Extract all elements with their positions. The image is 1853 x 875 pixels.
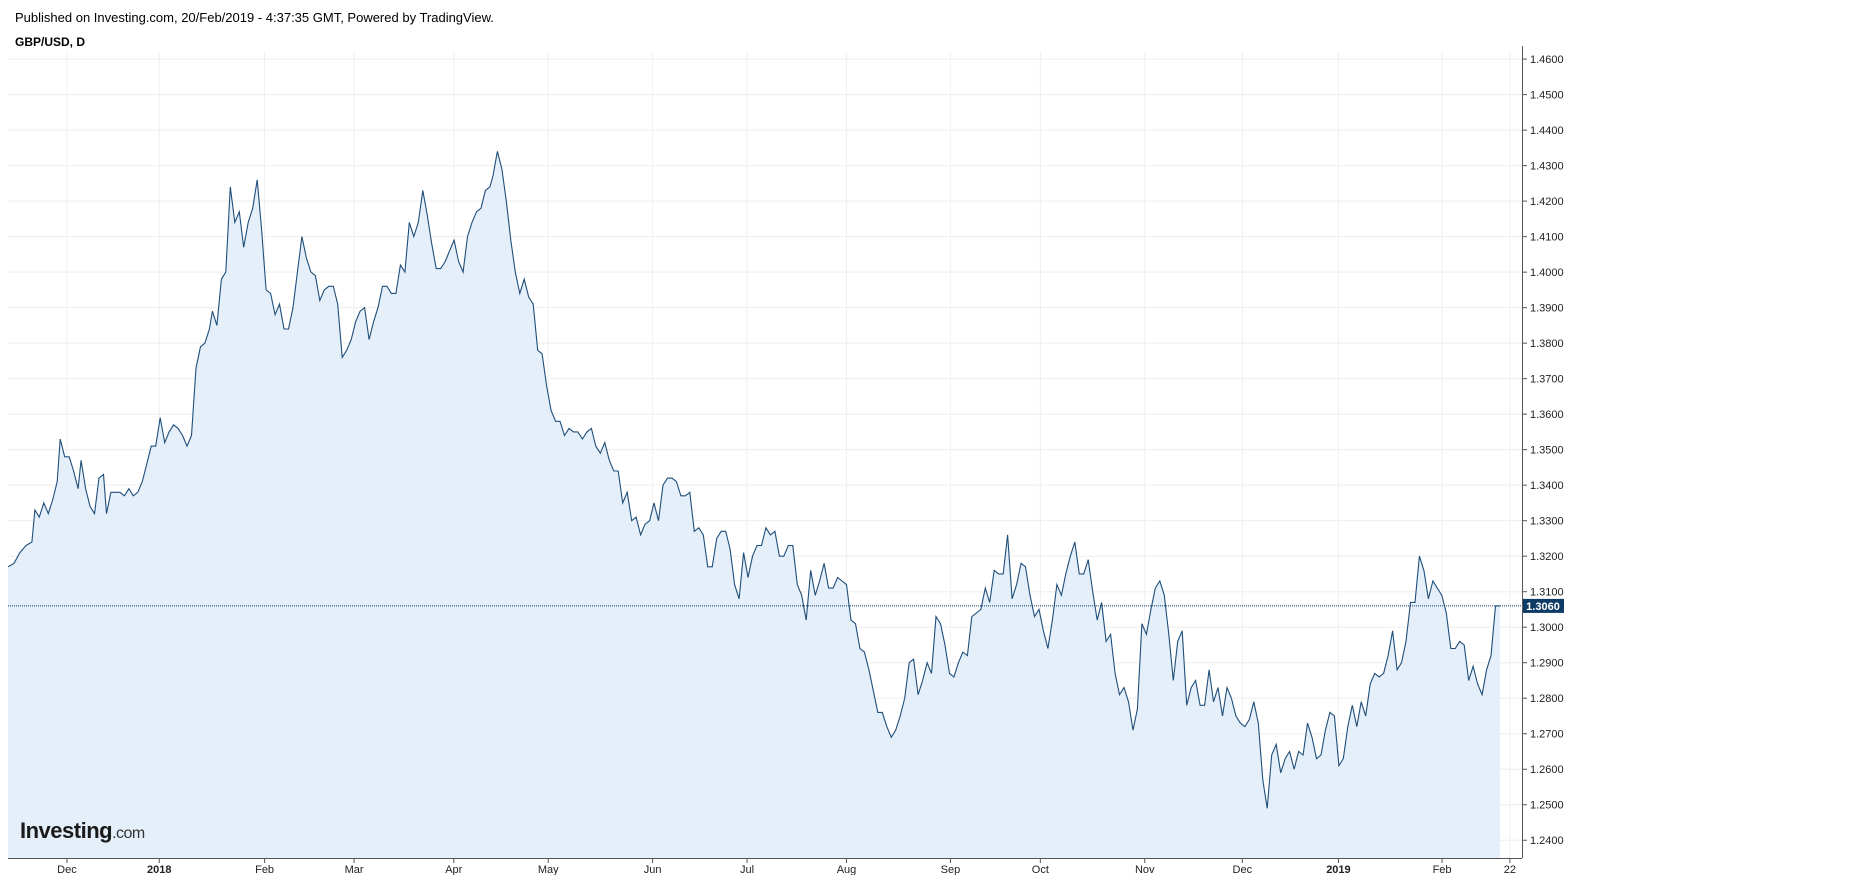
- y-tick-label: 1.4100: [1530, 232, 1564, 244]
- y-tick-label: 1.4600: [1530, 54, 1564, 66]
- x-tick-label: Feb: [1433, 864, 1452, 875]
- y-tick-label: 1.4000: [1530, 267, 1564, 279]
- y-tick-label: 1.3300: [1530, 516, 1564, 528]
- y-tick-label: 1.3200: [1530, 551, 1564, 563]
- x-axis-ticks: Dec 2018 Feb Mar Apr May Jun Jul Aug Sep Oct Nov Dec…: [57, 858, 1516, 875]
- x-tick-label: Oct: [1032, 864, 1049, 875]
- y-tick-label: 1.2400: [1530, 835, 1564, 847]
- y-tick-label: 1.3600: [1530, 409, 1564, 421]
- publish-info: Published on Investing.com, 20/Feb/2019 …: [15, 10, 494, 25]
- x-tick-label: Jul: [740, 864, 754, 875]
- y-tick-label: 1.4400: [1530, 125, 1564, 137]
- y-tick-label: 1.2500: [1530, 800, 1564, 812]
- investing-logo: Investing.com: [20, 818, 145, 844]
- y-tick-label: 1.3700: [1530, 374, 1564, 386]
- y-tick-label: 1.3500: [1530, 445, 1564, 457]
- chart-header: Published on Investing.com, 20/Feb/2019 …: [15, 10, 494, 50]
- y-tick-label: 1.2800: [1530, 693, 1564, 705]
- x-tick-label: Feb: [255, 864, 274, 875]
- y-tick-label: 1.4300: [1530, 161, 1564, 173]
- x-tick-label: May: [538, 864, 559, 875]
- y-tick-label: 1.2900: [1530, 658, 1564, 670]
- last-price-badge: 1.3060: [1523, 598, 1564, 613]
- symbol-label: GBP/USD, D: [15, 35, 86, 49]
- x-tick-label: Nov: [1135, 864, 1155, 875]
- last-price-badge-bg: [1523, 598, 1564, 613]
- x-tick-label: Dec: [57, 864, 77, 875]
- x-tick-label: Sep: [941, 864, 961, 875]
- y-tick-label: 1.3400: [1530, 480, 1564, 492]
- x-tick-label: Mar: [345, 864, 364, 875]
- y-tick-label: 1.3900: [1530, 303, 1564, 315]
- y-tick-label: 1.2700: [1530, 729, 1564, 741]
- y-tick-label: 1.3800: [1530, 338, 1564, 350]
- y-tick-label: 1.4500: [1530, 90, 1564, 102]
- y-axis-ticks: 1.2400 1.2500 1.2600 1.2700 1.2800 1.2900 1.30…: [1522, 54, 1564, 847]
- x-tick-label: 2019: [1326, 864, 1350, 875]
- last-price-label: 1.3060: [1526, 601, 1560, 613]
- price-area-fill: [8, 151, 1500, 858]
- y-tick-label: 1.3000: [1530, 622, 1564, 634]
- chart-axes: [8, 46, 1523, 859]
- logo-suffix: .com: [112, 825, 145, 842]
- logo-main: Investing: [20, 818, 113, 843]
- x-tick-label: 2018: [147, 864, 171, 875]
- x-tick-label: 22: [1504, 864, 1516, 875]
- x-tick-label: Jun: [644, 864, 662, 875]
- x-tick-label: Aug: [837, 864, 857, 875]
- y-tick-label: 1.2600: [1530, 764, 1564, 776]
- price-line: [7, 151, 1500, 809]
- y-tick-label: 1.3100: [1530, 587, 1564, 599]
- x-tick-label: Apr: [445, 864, 462, 875]
- x-tick-label: Dec: [1233, 864, 1253, 875]
- y-tick-label: 1.4200: [1530, 196, 1564, 208]
